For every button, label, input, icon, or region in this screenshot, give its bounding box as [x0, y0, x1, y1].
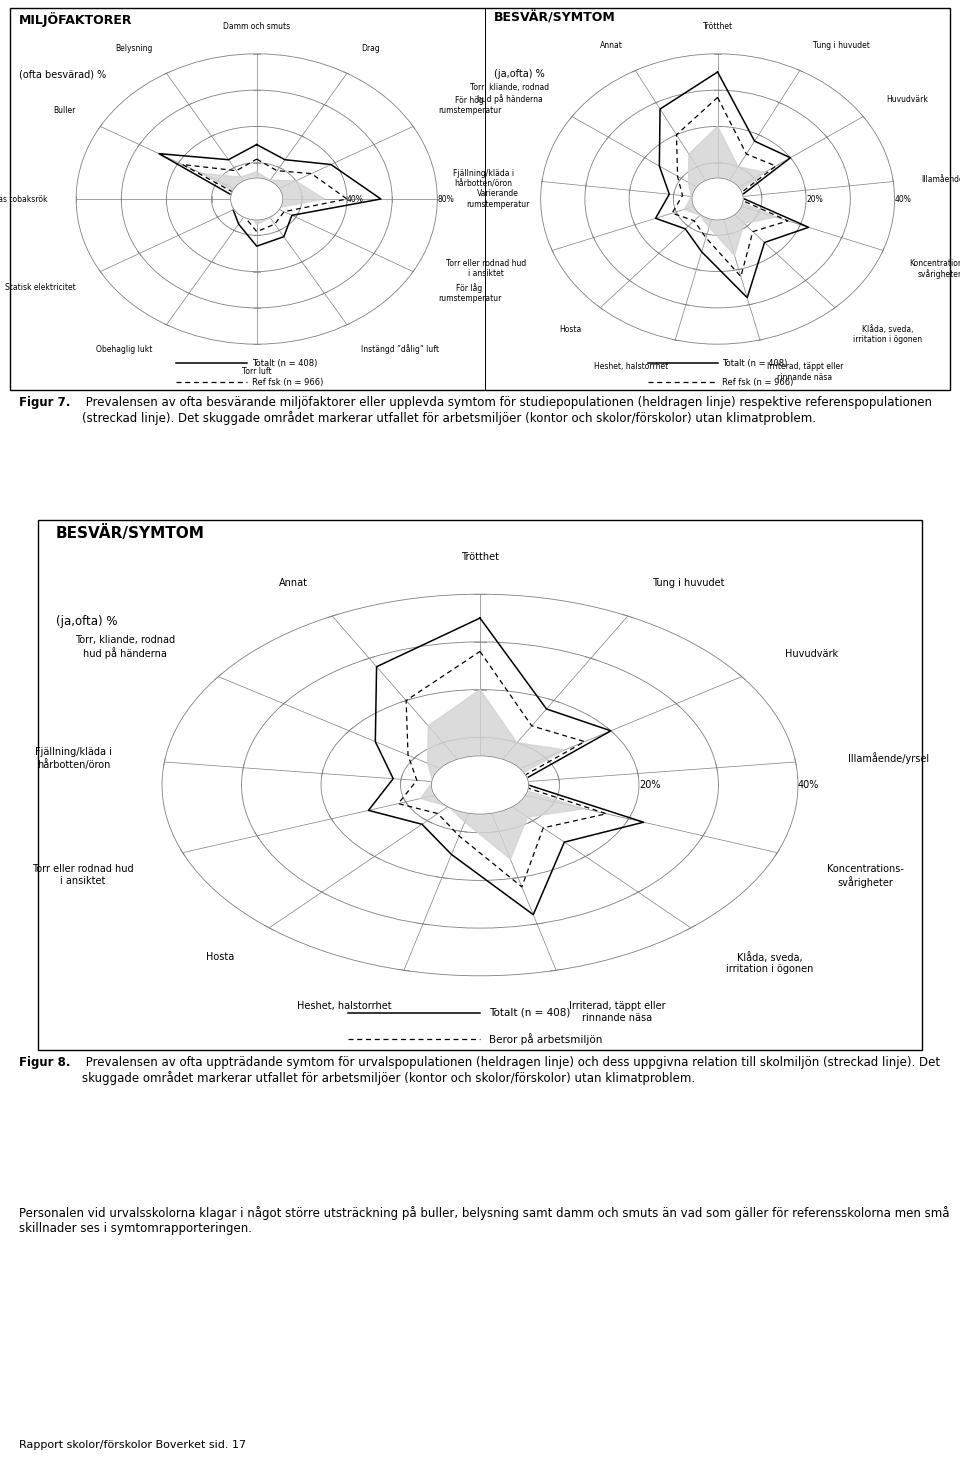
Text: Totalt (n = 408): Totalt (n = 408) [489, 1009, 570, 1017]
Text: Torr luft: Torr luft [242, 366, 272, 377]
Text: Figur 7.: Figur 7. [19, 396, 71, 409]
Polygon shape [202, 172, 324, 224]
Polygon shape [684, 126, 776, 255]
Text: Koncentrations-
svårigheter: Koncentrations- svårigheter [909, 258, 960, 279]
Text: Klåda, sveda,
irritation i ögonen: Klåda, sveda, irritation i ögonen [726, 951, 813, 973]
Text: Hosta: Hosta [205, 951, 234, 962]
Text: Fjällning/kläda i
hårbotten/öron: Fjällning/kläda i hårbotten/öron [35, 746, 111, 770]
Text: Hosta: Hosta [560, 325, 582, 334]
Text: Huvudvärk: Huvudvärk [785, 648, 838, 658]
Text: Koncentrations-
svårigheter: Koncentrations- svårigheter [827, 863, 903, 888]
Text: Annat: Annat [278, 578, 307, 588]
Text: 80%: 80% [438, 195, 454, 204]
Text: 40%: 40% [347, 195, 364, 204]
Text: Torr eller rodnad hud
i ansiktet: Torr eller rodnad hud i ansiktet [32, 863, 133, 885]
Text: Obehaglig lukt: Obehaglig lukt [96, 345, 153, 353]
Text: Prevalensen av ofta uppträdande symtom för urvalspopulationen (heldragen linje) : Prevalensen av ofta uppträdande symtom f… [82, 1056, 940, 1085]
Circle shape [230, 177, 283, 220]
Text: Drag: Drag [361, 44, 380, 53]
Text: 40%: 40% [895, 195, 911, 204]
Text: Rapport skolor/förskolor Boverket sid. 17: Rapport skolor/förskolor Boverket sid. 1… [19, 1440, 247, 1450]
Text: Ref fsk (n = 966): Ref fsk (n = 966) [722, 378, 794, 387]
Text: Torr eller rodnad hud
i ansiktet: Torr eller rodnad hud i ansiktet [445, 258, 526, 279]
Text: (ofta besvärad) %: (ofta besvärad) % [19, 69, 107, 79]
Text: Buller: Buller [53, 106, 76, 114]
Text: Prevalensen av ofta besvärande miljöfaktorer eller upplevda symtom för studiepop: Prevalensen av ofta besvärande miljöfakt… [82, 396, 932, 425]
Text: MILJÖFAKTORER: MILJÖFAKTORER [19, 12, 132, 26]
Text: Totalt (n = 408): Totalt (n = 408) [722, 359, 787, 368]
Text: Beror på arbetsmiljön: Beror på arbetsmiljön [489, 1034, 602, 1045]
Text: Illamående/yrsel: Illamående/yrsel [849, 752, 929, 764]
Text: (ja,ofta) %: (ja,ofta) % [56, 616, 117, 629]
Text: 20%: 20% [639, 780, 660, 790]
Text: Ref fsk (n = 966): Ref fsk (n = 966) [252, 378, 324, 387]
Text: Illamående/yrsel: Illamående/yrsel [921, 174, 960, 183]
Text: Damm och smuts: Damm och smuts [223, 22, 290, 31]
Text: Huvudvärk: Huvudvärk [886, 94, 928, 104]
Text: För hög
rumstemperatur: För hög rumstemperatur [438, 95, 501, 114]
Text: Personalen vid urvalsskolorna klagar i något större utsträckning på buller, bely: Personalen vid urvalsskolorna klagar i n… [19, 1207, 949, 1234]
Text: Annat: Annat [599, 41, 622, 50]
Text: Belysning: Belysning [115, 44, 152, 53]
Text: Heshet, halstorrhet: Heshet, halstorrhet [297, 1001, 392, 1012]
Polygon shape [420, 689, 584, 859]
Text: Trötthet: Trötthet [703, 22, 732, 31]
Text: Tung i huvudet: Tung i huvudet [653, 578, 725, 588]
Text: Heshet, halstorrhet: Heshet, halstorrhet [594, 362, 668, 371]
Text: Varierande
rumstemperatur: Varierande rumstemperatur [466, 189, 529, 208]
Text: 20%: 20% [806, 195, 823, 204]
Text: För låg
rumstemperatur: För låg rumstemperatur [438, 283, 501, 303]
Text: Trötthet: Trötthet [461, 553, 499, 563]
Text: Torr, kliande, rodnad
hud på händerna: Torr, kliande, rodnad hud på händerna [75, 635, 175, 658]
Text: Fjällning/kläda i
hårbotten/öron: Fjällning/kläda i hårbotten/öron [453, 169, 515, 189]
Text: Figur 8.: Figur 8. [19, 1056, 71, 1069]
Text: Torr, kliande, rodnad
hud på händerna: Torr, kliande, rodnad hud på händerna [469, 84, 549, 104]
Text: Statisk elektricitet: Statisk elektricitet [5, 283, 76, 292]
Text: 40%: 40% [798, 780, 819, 790]
Text: Irriterad, täppt eller
rinnande näsa: Irriterad, täppt eller rinnande näsa [568, 1001, 665, 1023]
Text: (ja,ofta) %: (ja,ofta) % [494, 69, 545, 79]
Circle shape [431, 756, 529, 814]
Text: Irriterad, täppt eller
rinnande näsa: Irriterad, täppt eller rinnande näsa [767, 362, 843, 381]
Text: Instängd ”dålig” luft: Instängd ”dålig” luft [361, 345, 440, 355]
Text: BESVÄR/SYMTOM: BESVÄR/SYMTOM [494, 12, 616, 25]
Circle shape [692, 177, 743, 220]
Text: Andras tobaksrök: Andras tobaksrök [0, 195, 48, 204]
Text: Tung i huvudet: Tung i huvudet [813, 41, 870, 50]
Text: BESVÄR/SYMTOM: BESVÄR/SYMTOM [56, 525, 204, 541]
Text: Totalt (n = 408): Totalt (n = 408) [252, 359, 318, 368]
Text: Klåda, sveda,
irritation i ögonen: Klåda, sveda, irritation i ögonen [853, 325, 923, 345]
